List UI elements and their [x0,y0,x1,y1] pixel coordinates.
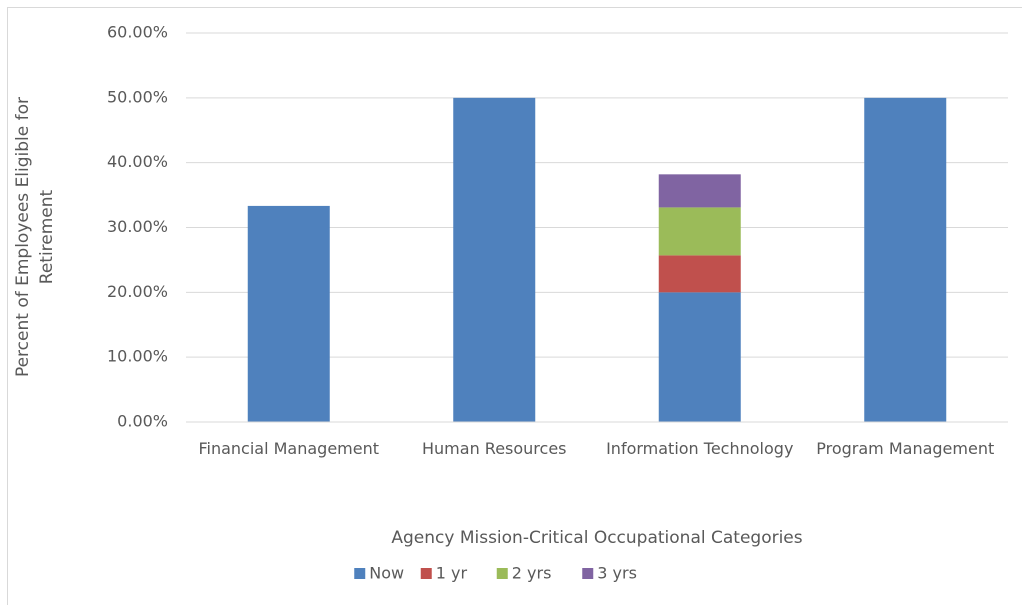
chart-frame [7,7,1022,605]
legend-label: 3 yrs [597,564,637,583]
x-tick-label: Human Resources [422,439,567,458]
y-tick-label: 20.00% [107,282,168,301]
x-tick-label: Program Management [816,439,995,458]
x-tick-label: Financial Management [198,439,380,458]
bar-segment [658,255,741,293]
x-tick-label: Information Technology [606,439,794,458]
y-tick-label: 50.00% [107,87,168,106]
y-tick-label: 60.00% [107,23,168,42]
bar-segment [247,205,330,422]
y-tick-label: 30.00% [107,217,168,236]
legend-label: 1 yr [436,564,468,583]
y-tick-label: 40.00% [107,152,168,171]
legend-swatch [420,568,432,579]
legend-swatch [496,568,508,579]
bar-segment [658,292,741,422]
bar-segment [658,174,741,208]
y-tick-label: 0.00% [117,412,168,431]
bar-segment [864,97,947,422]
x-axis-label: Agency Mission-Critical Occupational Cat… [391,528,803,548]
bar-segment [658,207,741,256]
y-tick-label: 10.00% [107,347,168,366]
legend-swatch [354,568,366,579]
bar-segment [453,97,536,422]
legend-label: Now [369,564,404,583]
legend-swatch [582,568,594,579]
y-axis-label: Percent of Employees Eligible for Retire… [13,96,57,378]
legend-label: 2 yrs [512,564,552,583]
